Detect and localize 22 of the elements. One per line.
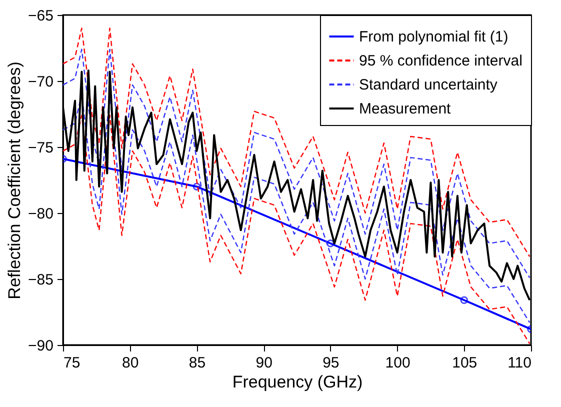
y-tick-label: −85	[28, 272, 54, 288]
legend-label: Standard uncertainty	[359, 76, 498, 94]
line-series	[63, 48, 530, 278]
legend-label: Measurement	[359, 100, 452, 118]
x-tick-label: 90	[256, 354, 272, 372]
y-tick-label: −90	[28, 338, 54, 354]
legend-label: 95 % confidence interval	[359, 52, 522, 70]
y-tick-label: −80	[28, 206, 54, 222]
legend-label: From polynomial fit (1)	[359, 28, 508, 46]
y-tick-label: −70	[28, 74, 54, 90]
x-tick-label: 105	[452, 354, 478, 372]
line-series	[63, 28, 530, 258]
x-tick-label: 85	[188, 354, 206, 372]
x-tick-label: 110	[508, 354, 532, 372]
x-tick-label: 75	[64, 354, 80, 372]
y-tick-label: −75	[28, 140, 54, 156]
x-axis-title: Frequency (GHz)	[232, 372, 363, 392]
y-tick-label: −65	[28, 8, 54, 24]
y-axis-title: Reflection Coefficient (degrees)	[5, 62, 24, 300]
x-tick-label: 80	[122, 354, 139, 372]
x-tick-label: 100	[385, 354, 410, 372]
x-tick-label: 95	[322, 354, 340, 372]
